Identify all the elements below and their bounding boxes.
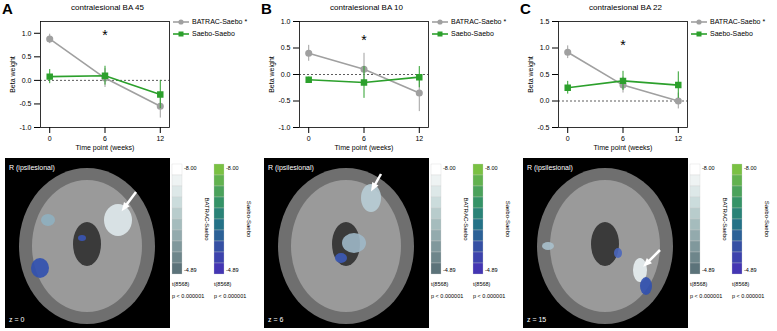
svg-text:0: 0: [566, 135, 570, 142]
svg-text:p < 0.000001: p < 0.000001: [431, 293, 463, 299]
html-text:Saebo-Saebo: Saebo-Saebo: [710, 30, 753, 37]
svg-text:Beta weight: Beta weight: [268, 56, 276, 93]
svg-text:Beta weight: Beta weight: [527, 56, 535, 93]
svg-text:t(8568): t(8568): [732, 281, 750, 287]
svg-text:*: *: [361, 32, 367, 48]
html-text:contralesional BA 22: contralesional BA 22: [589, 3, 662, 12]
svg-text:-0.5: -0.5: [19, 100, 31, 107]
svg-text:6: 6: [362, 135, 366, 142]
svg-text:6: 6: [621, 135, 625, 142]
html-text:BATRAC-Saebo *: BATRAC-Saebo *: [710, 18, 766, 25]
svg-text:BATRAC-Saebo: BATRAC-Saebo: [722, 197, 728, 241]
svg-text:p < 0.000001: p < 0.000001: [172, 293, 204, 299]
svg-text:12: 12: [674, 135, 682, 142]
svg-text:t(8568): t(8568): [431, 281, 449, 287]
svg-text:R (ipsilesional): R (ipsilesional): [527, 164, 573, 172]
svg-text:R (ipsilesional): R (ipsilesional): [9, 164, 55, 172]
svg-text:p < 0.000001: p < 0.000001: [690, 293, 722, 299]
svg-text:t(8568): t(8568): [473, 281, 491, 287]
svg-text:Beta weight: Beta weight: [9, 56, 17, 93]
svg-text:Saebo-Saebo: Saebo-Saebo: [505, 201, 511, 238]
html-text:B: B: [261, 0, 272, 17]
svg-text:-4.89: -4.89: [443, 267, 456, 273]
svg-text:1.0: 1.0: [540, 44, 550, 51]
svg-text:t(8568): t(8568): [214, 281, 232, 287]
svg-text:*: *: [620, 37, 626, 53]
svg-text:1.5: 1.5: [540, 18, 550, 25]
svg-text:p < 0.000001: p < 0.000001: [214, 293, 246, 299]
svg-text:-8.00: -8.00: [702, 165, 715, 171]
svg-text:0.5: 0.5: [281, 44, 291, 51]
svg-text:-1.0: -1.0: [19, 124, 31, 131]
html-text:Saebo-Saebo: Saebo-Saebo: [451, 30, 494, 37]
svg-text:BATRAC-Saebo: BATRAC-Saebo: [463, 197, 469, 241]
svg-text:z = 15: z = 15: [527, 316, 546, 323]
svg-text:1.0: 1.0: [22, 30, 32, 37]
html-text:Saebo-Saebo: Saebo-Saebo: [192, 30, 235, 37]
svg-text:0.0: 0.0: [540, 97, 550, 104]
svg-text:p < 0.000001: p < 0.000001: [473, 293, 505, 299]
svg-text:0: 0: [307, 135, 311, 142]
html-text:BATRAC-Saebo *: BATRAC-Saebo *: [192, 18, 248, 25]
svg-text:0.0: 0.0: [281, 71, 291, 78]
svg-text:0.0: 0.0: [22, 77, 32, 84]
svg-text:-4.89: -4.89: [184, 267, 197, 273]
svg-text:6: 6: [103, 135, 107, 142]
svg-text:-0.5: -0.5: [537, 124, 549, 131]
html-text:BATRAC-Saebo *: BATRAC-Saebo *: [451, 18, 507, 25]
svg-text:-4.89: -4.89: [702, 267, 715, 273]
svg-text:-8.00: -8.00: [744, 165, 757, 171]
html-text:contralesional BA 10: contralesional BA 10: [330, 3, 403, 12]
svg-text:0: 0: [48, 135, 52, 142]
svg-text:1.0: 1.0: [281, 18, 291, 25]
svg-text:-8.00: -8.00: [184, 165, 197, 171]
html-text:C: C: [520, 0, 531, 17]
svg-text:t(8568): t(8568): [690, 281, 708, 287]
svg-text:*: *: [102, 27, 108, 43]
svg-text:0.5: 0.5: [22, 53, 32, 60]
svg-text:R (ipsilesional): R (ipsilesional): [268, 164, 314, 172]
svg-text:p < 0.000001: p < 0.000001: [732, 293, 764, 299]
svg-text:Time point (weeks): Time point (weeks): [76, 144, 135, 152]
svg-text:z = 0: z = 0: [9, 316, 24, 323]
svg-text:-8.00: -8.00: [485, 165, 498, 171]
svg-text:-1.0: -1.0: [278, 124, 290, 131]
html-text:contralesional BA 45: contralesional BA 45: [71, 3, 144, 12]
svg-text:-4.89: -4.89: [485, 267, 498, 273]
svg-text:-0.5: -0.5: [278, 97, 290, 104]
svg-text:Time point (weeks): Time point (weeks): [594, 144, 653, 152]
svg-text:-8.00: -8.00: [226, 165, 239, 171]
svg-text:Saebo-Saebo: Saebo-Saebo: [246, 201, 252, 238]
svg-text:Time point (weeks): Time point (weeks): [335, 144, 394, 152]
svg-text:-4.89: -4.89: [744, 267, 757, 273]
html-text:A: A: [2, 0, 13, 17]
svg-text:Saebo-Saebo: Saebo-Saebo: [764, 201, 770, 238]
svg-text:BATRAC-Saebo: BATRAC-Saebo: [204, 197, 210, 241]
svg-text:z = 6: z = 6: [268, 316, 283, 323]
svg-text:-8.00: -8.00: [443, 165, 456, 171]
svg-text:t(8568): t(8568): [172, 281, 190, 287]
svg-text:12: 12: [415, 135, 423, 142]
svg-text:-4.89: -4.89: [226, 267, 239, 273]
svg-text:0.5: 0.5: [540, 71, 550, 78]
svg-text:12: 12: [156, 135, 164, 142]
